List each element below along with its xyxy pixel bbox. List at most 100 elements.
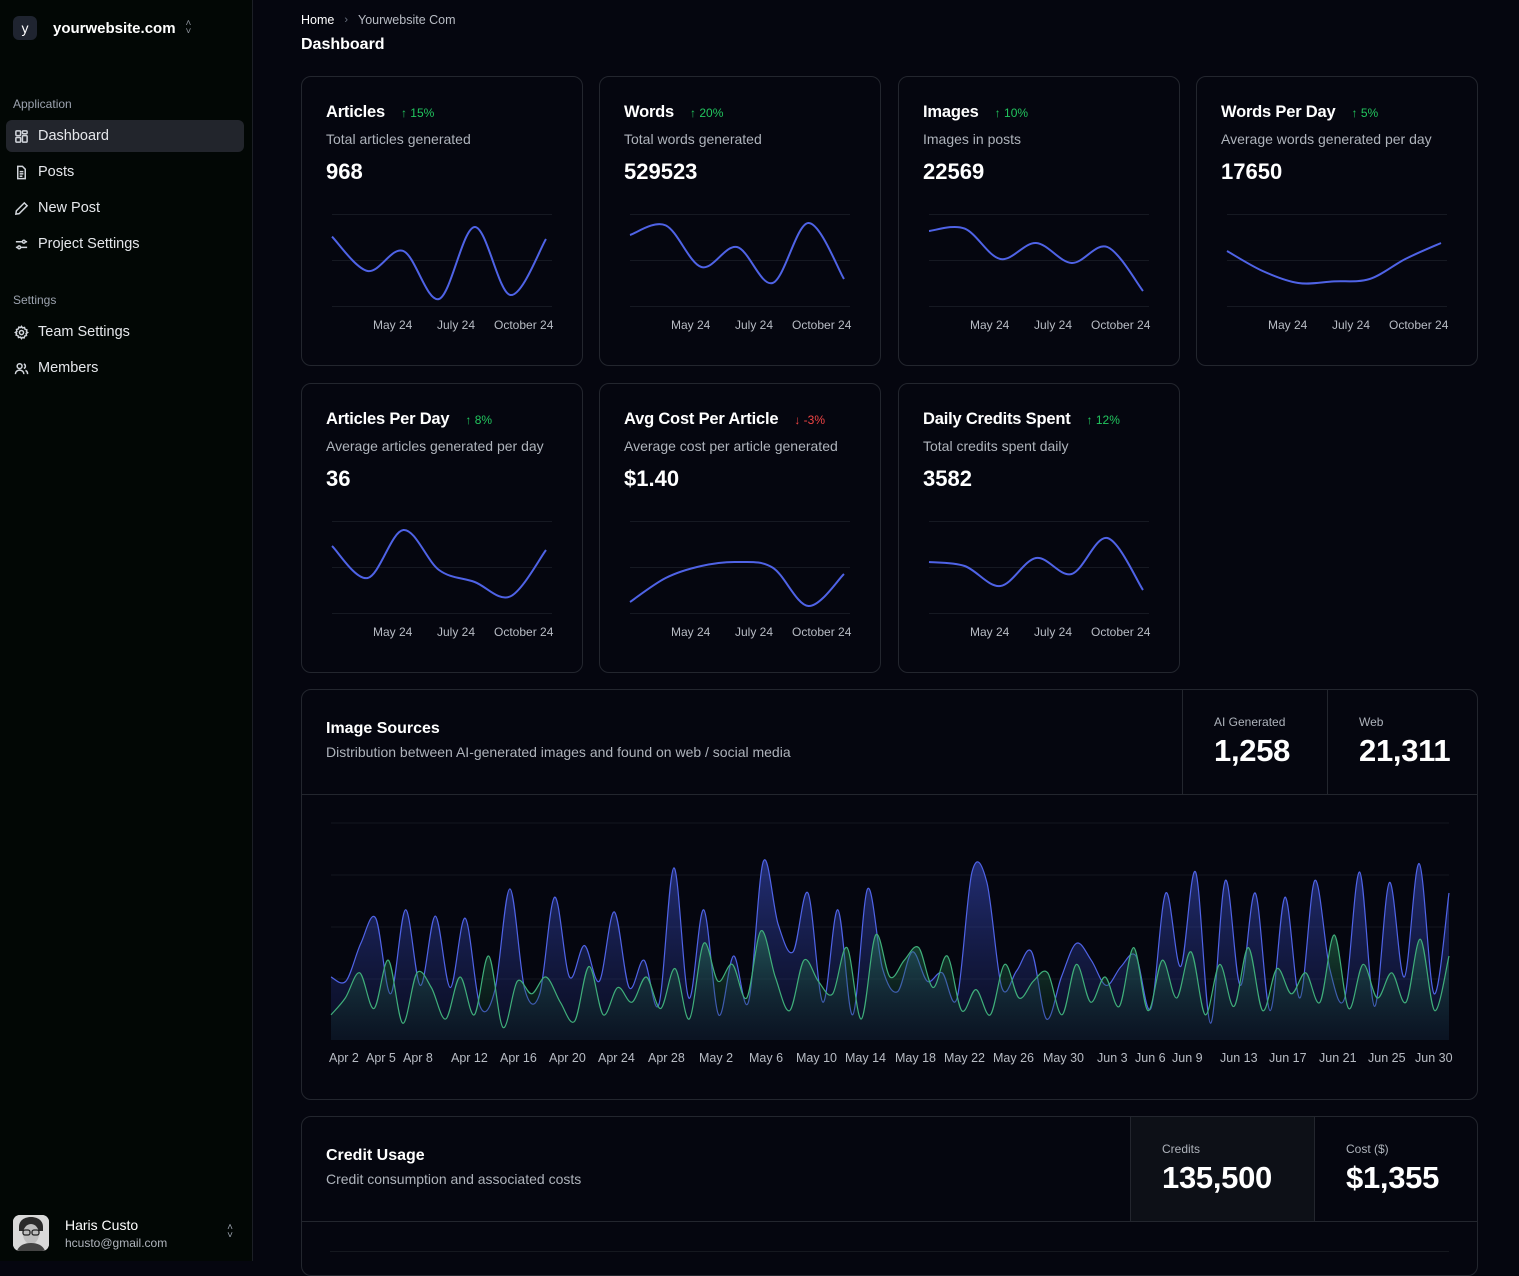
- image-sources-subtitle: Distribution between AI-generated images…: [326, 744, 791, 760]
- divider: [302, 794, 1477, 795]
- kpi-delta: ↑ 15%: [401, 106, 434, 120]
- x-tick-label: October 24: [1091, 625, 1151, 639]
- x-tick-label: Apr 20: [549, 1051, 586, 1065]
- chevrons-up-down-icon: ˄ ˅: [227, 1222, 233, 1241]
- kpi-delta: ↑ 10%: [995, 106, 1028, 120]
- x-tick-label: October 24: [792, 625, 852, 639]
- web-stat[interactable]: Web 21,311: [1327, 690, 1478, 794]
- breadcrumb-home[interactable]: Home: [301, 13, 335, 27]
- x-tick-label: July 24: [1332, 318, 1371, 332]
- kpi-title-row: Words Per Day ↑ 5%: [1221, 103, 1378, 122]
- stat-value: 21,311: [1359, 733, 1451, 768]
- credits-stat[interactable]: Credits 135,500: [1130, 1117, 1314, 1221]
- kpi-subtitle: Average cost per article generated: [624, 438, 838, 454]
- credit-usage-subtitle: Credit consumption and associated costs: [326, 1171, 582, 1187]
- kpi-delta: ↑ 8%: [465, 413, 492, 427]
- x-tick-label: October 24: [1091, 318, 1151, 332]
- kpi-sparkline[interactable]: [624, 207, 850, 307]
- kpi-title: Words Per Day: [1221, 103, 1336, 121]
- x-tick-label: July 24: [1034, 318, 1073, 332]
- sidebar-item-label: Dashboard: [38, 128, 109, 144]
- x-tick-label: Apr 24: [598, 1051, 635, 1065]
- arrow-up-icon: ↑: [994, 106, 1001, 120]
- x-tick-label: October 24: [792, 318, 852, 332]
- kpi-subtitle: Average words generated per day: [1221, 131, 1432, 147]
- kpi-sparkline[interactable]: [923, 514, 1149, 614]
- sidebar-item-label: New Post: [38, 200, 101, 216]
- x-tick-label: October 24: [494, 318, 554, 332]
- workspace-switcher[interactable]: y yourwebsite.com ˄ ˅: [13, 15, 191, 41]
- image-sources-card: Image Sources Distribution between AI-ge…: [301, 689, 1478, 1100]
- ai-generated-stat[interactable]: AI Generated 1,258: [1182, 690, 1327, 794]
- ai-generated-series-line: [330, 930, 1450, 1029]
- sidebar-item-label: Posts: [38, 164, 75, 180]
- stat-value: 135,500: [1162, 1160, 1272, 1195]
- kpi-value: 529523: [624, 159, 698, 184]
- kpi-sparkline[interactable]: [1221, 207, 1447, 307]
- sidebar-item-team-settings[interactable]: Team Settings: [6, 316, 244, 348]
- kpi-title: Images: [923, 103, 979, 121]
- x-tick-label: May 24: [671, 625, 711, 639]
- chevron-right-icon: ›: [344, 14, 349, 26]
- user-menu[interactable]: Haris Custo hcusto@gmail.com ˄ ˅: [13, 1214, 241, 1252]
- kpi-subtitle: Total words generated: [624, 131, 762, 147]
- sidebar-item-new-post[interactable]: New Post: [6, 192, 244, 224]
- kpi-title: Daily Credits Spent: [923, 410, 1071, 428]
- breadcrumb: Home › Yourwebsite Com: [301, 13, 456, 27]
- x-tick-label: May 2: [699, 1051, 734, 1065]
- x-tick-label: May 24: [373, 318, 413, 332]
- kpi-delta: ↑ 12%: [1087, 413, 1120, 427]
- avatar: [13, 1215, 49, 1251]
- x-tick-label: May 18: [895, 1051, 936, 1065]
- kpi-sparkline[interactable]: [624, 514, 850, 614]
- kpi-card: Articles Per Day ↑ 8% Average articles g…: [301, 383, 583, 673]
- kpi-delta: ↑ 20%: [690, 106, 723, 120]
- delta-value: 10%: [1004, 106, 1029, 120]
- user-name: Haris Custo: [65, 1216, 139, 1233]
- workspace-logo: y: [13, 16, 37, 40]
- kpi-value: 3582: [923, 466, 972, 491]
- image-sources-area-chart[interactable]: [302, 795, 1477, 1045]
- x-tick-label: May 22: [944, 1051, 985, 1065]
- kpi-sparkline[interactable]: [923, 207, 1149, 307]
- divider: [302, 1221, 1477, 1222]
- x-tick-label: July 24: [735, 625, 774, 639]
- kpi-sparkline[interactable]: [326, 207, 552, 307]
- sidebar-item-project-settings[interactable]: Project Settings: [6, 228, 244, 260]
- kpi-title: Articles: [326, 103, 385, 121]
- x-tick-label: July 24: [437, 625, 476, 639]
- users-icon: [14, 362, 29, 374]
- x-tick-label: Apr 16: [500, 1051, 537, 1065]
- x-tick-label: May 24: [671, 318, 711, 332]
- sidebar-item-posts[interactable]: Posts: [6, 156, 244, 188]
- sliders-icon: [15, 239, 28, 249]
- x-tick-label: July 24: [437, 318, 476, 332]
- x-tick-label: Jun 6: [1135, 1051, 1166, 1065]
- stat-label: Cost ($): [1346, 1142, 1389, 1156]
- sidebar: y yourwebsite.com ˄ ˅ Application Dashboa…: [0, 0, 253, 1261]
- cost-stat[interactable]: Cost ($) $1,355: [1314, 1117, 1477, 1221]
- sparkline-path: [928, 537, 1144, 591]
- kpi-delta: ↓ -3%: [794, 413, 825, 427]
- delta-value: 15%: [410, 106, 435, 120]
- sparkline-path: [928, 225, 1144, 292]
- kpi-subtitle: Total credits spent daily: [923, 438, 1069, 454]
- x-tick-label: May 24: [970, 318, 1010, 332]
- kpi-value: 22569: [923, 159, 985, 184]
- stat-label: Web: [1359, 715, 1384, 729]
- sidebar-item-dashboard[interactable]: Dashboard: [6, 120, 244, 152]
- sparkline-path: [331, 225, 547, 301]
- sparkline-path: [629, 221, 845, 285]
- kpi-value: 968: [326, 159, 363, 184]
- kpi-sparkline[interactable]: [326, 514, 552, 614]
- kpi-title-row: Articles ↑ 15%: [326, 103, 434, 122]
- x-tick-label: October 24: [494, 625, 554, 639]
- kpi-title-row: Images ↑ 10%: [923, 103, 1028, 122]
- sidebar-item-members[interactable]: Members: [6, 352, 244, 384]
- arrow-up-icon: ↑: [400, 106, 407, 120]
- kpi-subtitle: Average articles generated per day: [326, 438, 544, 454]
- x-tick-label: July 24: [735, 318, 774, 332]
- breadcrumb-current: Yourwebsite Com: [358, 13, 456, 27]
- kpi-title: Avg Cost Per Article: [624, 410, 779, 428]
- workspace-name: yourwebsite.com: [53, 19, 176, 37]
